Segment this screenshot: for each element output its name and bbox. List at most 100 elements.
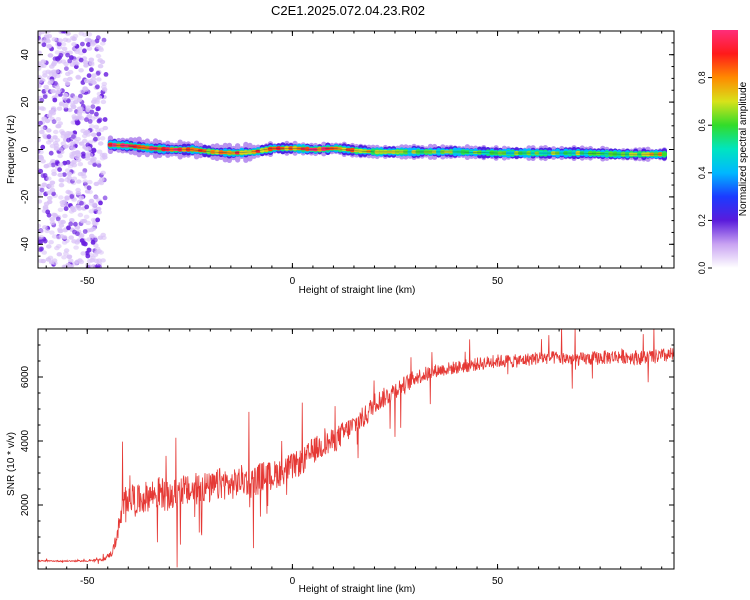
noise-point (93, 221, 99, 226)
noise-point (96, 249, 102, 254)
noise-point (83, 78, 90, 84)
noise-point (61, 199, 68, 204)
noise-point (46, 134, 52, 140)
noise-point (40, 258, 46, 264)
noise-point (46, 43, 52, 49)
noise-point (49, 230, 55, 235)
noise-point (53, 81, 58, 86)
noise-point (74, 240, 80, 245)
noise-point (66, 171, 73, 177)
colorbar-tick-label: 0.8 (697, 71, 707, 84)
noise-point (39, 246, 44, 252)
noise-point (50, 89, 56, 94)
noise-point (64, 168, 71, 173)
noise-point (46, 212, 52, 218)
noise-point (49, 64, 55, 69)
band-cell (132, 144, 138, 149)
noise-point (38, 83, 42, 88)
noise-point (38, 154, 44, 160)
noise-point (48, 138, 54, 143)
noise-point (88, 209, 95, 214)
noise-point (41, 63, 47, 68)
x-tick-label: 50 (492, 276, 504, 287)
noise-point (55, 56, 61, 62)
noise-point (93, 124, 100, 130)
noise-point (96, 118, 102, 124)
noise-point (78, 68, 84, 73)
band-cell (193, 148, 200, 152)
noise-point (63, 144, 69, 149)
noise-point (55, 124, 61, 129)
noise-point (100, 99, 107, 105)
noise-point (76, 97, 83, 103)
noise-point (75, 190, 82, 196)
noise-point (90, 132, 97, 137)
y-tick-label: 6000 (20, 365, 31, 388)
noise-point (96, 77, 102, 82)
noise-point (85, 37, 92, 42)
noise-point (64, 66, 69, 71)
noise-point (101, 37, 107, 43)
noise-point (81, 174, 87, 179)
noise-point (71, 176, 78, 181)
band-centerline (107, 144, 662, 155)
noise-point (99, 156, 106, 161)
noise-point (89, 67, 94, 73)
noise-point (51, 37, 58, 42)
noise-point (77, 171, 84, 177)
snr-x-label: Height of straight line (km) (299, 584, 416, 595)
noise-point (84, 117, 89, 123)
noise-point (85, 253, 91, 259)
noise-point (38, 191, 43, 197)
noise-point (71, 42, 77, 47)
noise-point (88, 60, 95, 66)
noise-point (64, 81, 71, 86)
noise-point (47, 195, 53, 201)
x-tick-label: 0 (290, 276, 296, 287)
noise-point (96, 106, 101, 111)
noise-point (66, 175, 73, 181)
noise-point (54, 85, 61, 90)
noise-point (71, 134, 76, 140)
y-tick-label: 4000 (20, 429, 31, 452)
noise-point (42, 225, 48, 230)
noise-point (82, 241, 88, 247)
colorbar-tick-label: 0.0 (697, 262, 707, 275)
colorbar-tick-label: 0.4 (697, 167, 707, 180)
y-tick-label: -40 (20, 237, 31, 252)
colorbar: 0.0 0.2 0.4 0.6 0.8 Normalized spectral ampli… (697, 30, 749, 274)
noise-point (49, 180, 56, 185)
noise-point (63, 134, 70, 139)
noise-point (86, 32, 93, 37)
spectrogram-panel: -50 0 50 -40 -20 0 20 40 Height of straight line… (6, 30, 675, 296)
x-tick-label: 0 (290, 576, 296, 587)
noise-point (67, 76, 73, 82)
noise-point (46, 183, 53, 188)
noise-point (67, 258, 74, 263)
noise-point (38, 120, 43, 126)
noise-point (86, 73, 92, 78)
noise-point (89, 124, 95, 129)
noise-point (83, 87, 89, 92)
noise-point (76, 152, 82, 157)
noise-point (62, 77, 69, 83)
noise-point (76, 179, 82, 184)
noise-point (67, 58, 73, 64)
noise-point (38, 199, 43, 204)
noise-point (95, 160, 101, 165)
noise-point (95, 53, 102, 59)
noise-point (65, 38, 72, 43)
noise-point (77, 162, 84, 167)
noise-point (51, 119, 57, 125)
noise-point (61, 255, 67, 260)
band-cell (198, 148, 204, 152)
noise-point (38, 105, 41, 111)
colorbar-tick-label: 0.6 (697, 119, 707, 132)
noise-point (57, 228, 64, 234)
noise-point (94, 111, 99, 117)
noise-point (87, 179, 93, 185)
noise-point (54, 69, 60, 74)
noise-point (84, 204, 90, 210)
noise-point (99, 136, 106, 141)
noise-point (78, 57, 84, 63)
